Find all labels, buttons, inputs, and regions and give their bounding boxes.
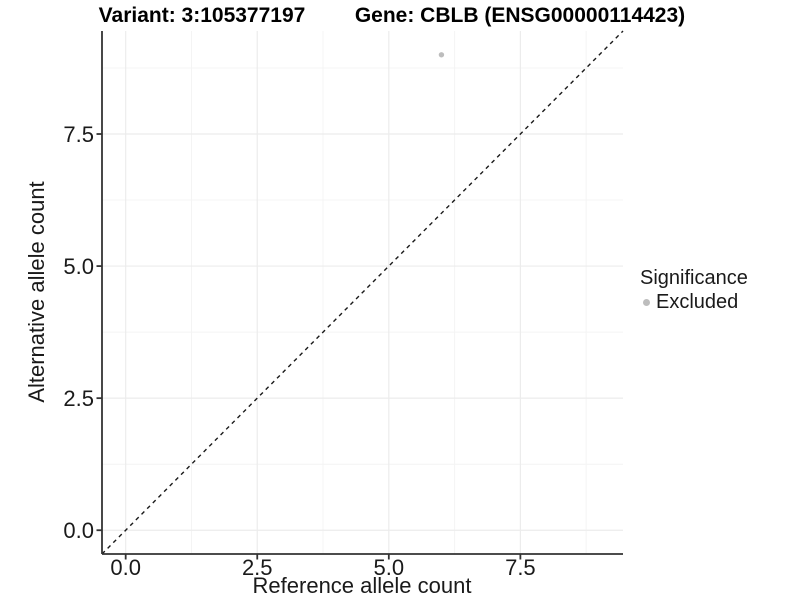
x-tick-label: 5.0 <box>374 555 405 580</box>
identity-line <box>101 30 624 555</box>
x-axis-title: Reference allele count <box>252 573 472 598</box>
plot-title-variant: Variant: 3:105377197 <box>98 4 306 27</box>
y-tick-label: 2.5 <box>63 386 94 411</box>
plot-title-gene: Gene: CBLB (ENSG00000114423) <box>354 4 686 27</box>
x-tick-label: 7.5 <box>505 555 536 580</box>
legend: Significance Excluded <box>640 267 748 314</box>
x-tick-label: 0.0 <box>110 555 141 580</box>
y-tick-label: 5.0 <box>63 254 94 279</box>
legend-item-label: Excluded <box>656 291 739 313</box>
x-tick-label: 2.5 <box>242 555 273 580</box>
data-point <box>438 52 445 58</box>
y-axis-title: Alternative allele count <box>24 181 49 403</box>
legend-title: Significance <box>640 267 748 289</box>
y-tick-label: 7.5 <box>63 122 94 147</box>
legend-item-excluded: Excluded <box>640 291 748 314</box>
y-tick-label: 0.0 <box>63 518 94 543</box>
legend-key-dot-icon <box>643 299 650 306</box>
